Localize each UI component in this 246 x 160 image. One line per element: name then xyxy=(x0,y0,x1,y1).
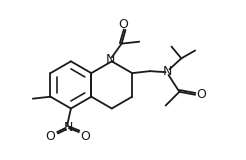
Text: O: O xyxy=(196,88,206,101)
Text: N: N xyxy=(163,65,172,78)
Text: O: O xyxy=(119,18,128,32)
Text: N: N xyxy=(106,53,115,66)
Text: O: O xyxy=(81,131,91,144)
Text: O: O xyxy=(45,131,55,144)
Text: N: N xyxy=(63,121,73,134)
